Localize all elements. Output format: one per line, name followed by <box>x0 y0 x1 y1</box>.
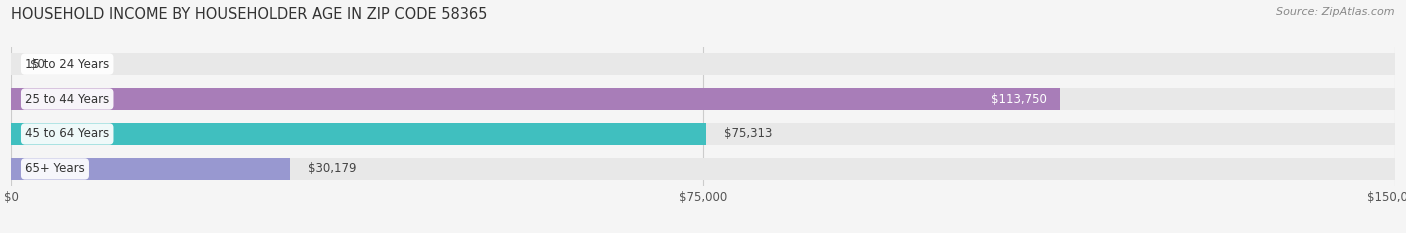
Bar <box>11 123 1395 145</box>
Bar <box>11 88 1060 110</box>
Bar <box>11 158 290 180</box>
Text: 15 to 24 Years: 15 to 24 Years <box>25 58 110 71</box>
Bar <box>11 53 1395 75</box>
Bar <box>11 88 1395 110</box>
Text: Source: ZipAtlas.com: Source: ZipAtlas.com <box>1277 7 1395 17</box>
Bar <box>11 158 1395 180</box>
Text: 65+ Years: 65+ Years <box>25 162 84 175</box>
Bar <box>11 123 706 145</box>
Text: 45 to 64 Years: 45 to 64 Years <box>25 127 110 140</box>
Text: 25 to 44 Years: 25 to 44 Years <box>25 93 110 106</box>
Text: HOUSEHOLD INCOME BY HOUSEHOLDER AGE IN ZIP CODE 58365: HOUSEHOLD INCOME BY HOUSEHOLDER AGE IN Z… <box>11 7 488 22</box>
Text: $75,313: $75,313 <box>724 127 773 140</box>
Text: $113,750: $113,750 <box>991 93 1046 106</box>
Text: $30,179: $30,179 <box>308 162 357 175</box>
Text: $0: $0 <box>30 58 45 71</box>
